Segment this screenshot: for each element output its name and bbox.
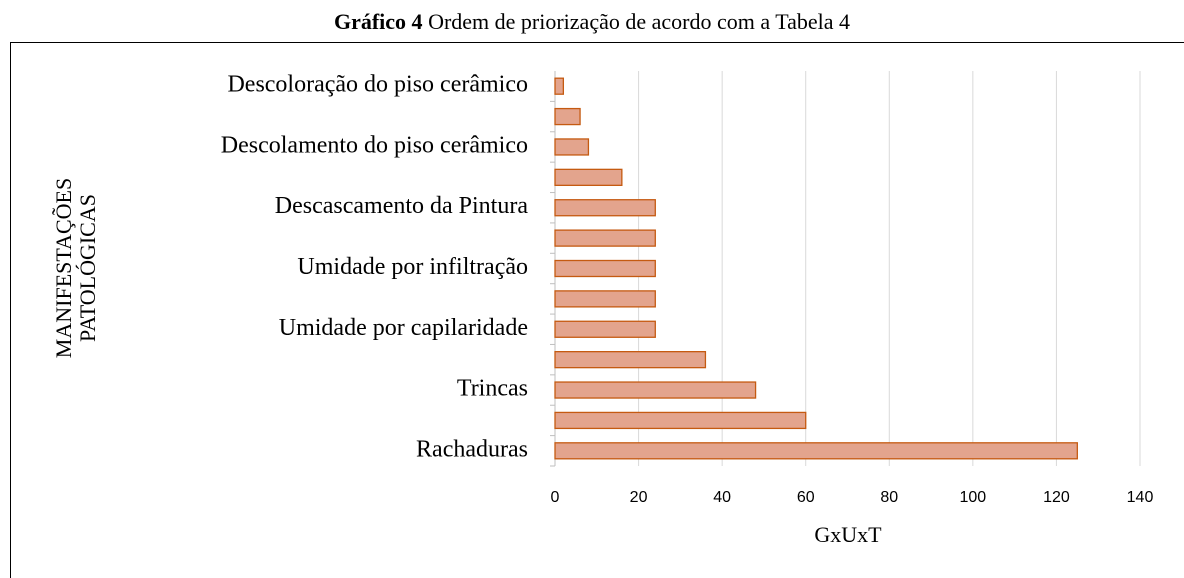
x-tick-label: 120 [1043,489,1070,506]
y-tick-label: Descoloração do piso cerâmico [227,72,528,98]
x-tick-label: 100 [960,489,987,506]
y-tick-label: Descolamento do piso cerâmico [221,132,528,158]
bar [554,259,656,278]
bar [554,168,623,186]
x-tick-label: 20 [630,489,648,506]
bar [554,290,656,308]
chart-title: Gráfico 4 Ordem de priorização de acordo… [334,9,850,34]
bar [554,411,807,430]
y-axis-label-line: MANIFESTAÇÕES [51,178,76,358]
bar [554,320,656,338]
bar [554,442,1078,460]
y-tick-label: Descascamento da Pintura [275,193,529,219]
x-tick-label: 40 [713,489,731,506]
x-axis-label: GxUxT [814,522,882,547]
y-tick-label: Umidade por capilaridade [279,315,528,341]
x-tick-label: 140 [1127,489,1154,506]
bar [554,138,590,156]
bar [554,77,565,95]
title-text: Ordem de priorização de acordo com a Tab… [428,9,850,34]
title-label: Gráfico 4 [334,9,423,34]
bar [554,351,707,369]
x-tick-label: 60 [797,489,815,506]
bar [554,107,581,126]
bar [554,199,656,217]
y-axis-label-line: PATOLÓGICAS [75,194,100,342]
x-tick-label: 80 [880,489,898,506]
y-tick-label: Rachaduras [416,436,528,462]
y-tick-label: Umidade por infiltração [297,254,528,280]
bar [554,381,757,399]
bar [554,229,656,247]
y-tick-label: Trincas [457,376,528,402]
y-axis-label: MANIFESTAÇÕESPATOLÓGICAS [51,178,100,358]
x-tick-label: 0 [551,489,560,506]
